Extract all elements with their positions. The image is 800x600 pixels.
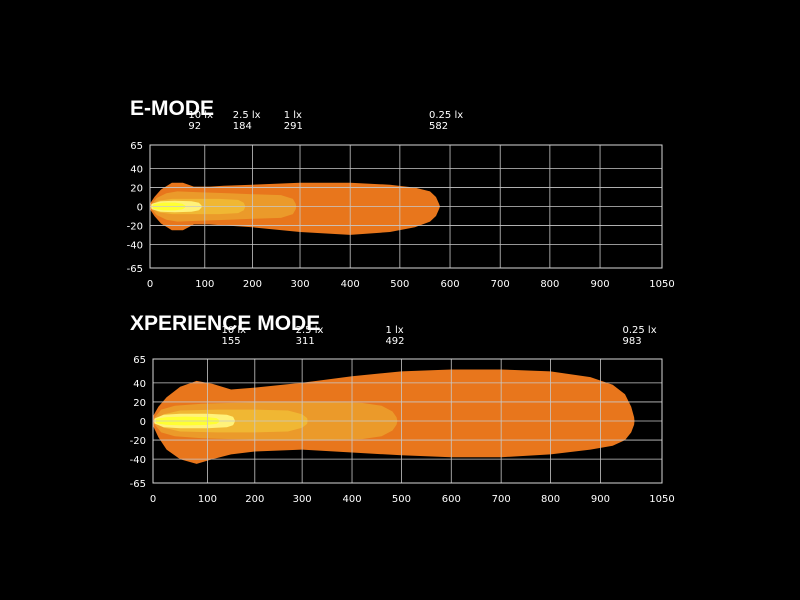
x-tick-label: 400 <box>341 279 360 290</box>
x-tick-label: 600 <box>442 494 461 505</box>
y-tick-label: 0 <box>140 417 146 428</box>
annotation-lux-label: 0.25 lx <box>622 325 656 336</box>
annotation-distance-label: 311 <box>296 336 315 347</box>
x-tick-label: 100 <box>195 279 214 290</box>
y-tick-labels: 65 40 20 0 -20 -40 -65 <box>127 141 143 275</box>
chart-title: XPERIENCE MODE <box>130 312 320 335</box>
y-tick-label: 40 <box>130 165 143 176</box>
annotation-distance-label: 155 <box>221 336 240 347</box>
plot-frame <box>152 358 663 484</box>
annotation-distance-label: 92 <box>188 121 201 132</box>
y-tick-label: -20 <box>130 436 146 447</box>
x-tick-labels: 0 100 200 300 400 500 600 700 800 900 1050 <box>150 494 675 505</box>
annotation-lux-label: 2.5 lx <box>296 325 324 336</box>
y-tick-label: -40 <box>127 240 143 251</box>
x-tick-label: 1050 <box>649 279 674 290</box>
x-tick-label: 500 <box>390 279 409 290</box>
x-tick-label: 0 <box>147 279 153 290</box>
x-tick-label: 800 <box>541 494 560 505</box>
x-tick-label: 400 <box>342 494 361 505</box>
x-tick-label: 900 <box>591 494 610 505</box>
grid <box>149 144 663 269</box>
annotation-distance-label: 983 <box>622 336 641 347</box>
plot-frame <box>149 144 663 269</box>
annotation-lux-label: 0.25 lx <box>429 110 463 121</box>
y-tick-label: -20 <box>127 221 143 232</box>
y-tick-label: 40 <box>133 379 146 390</box>
annotation-lux-label: 10 lx <box>221 325 246 336</box>
y-tick-label: 65 <box>133 355 146 366</box>
chart-title: E-MODE <box>130 97 214 120</box>
y-tick-label: 20 <box>133 398 146 409</box>
annotation-lux-label: 2.5 lx <box>233 110 261 121</box>
x-tick-label: 300 <box>293 494 312 505</box>
annotation-distance-label: 184 <box>233 121 252 132</box>
annotation-lux-label: 1 lx <box>385 325 403 336</box>
x-tick-label: 800 <box>540 279 559 290</box>
x-tick-labels: 0 100 200 300 400 500 600 700 800 900 1050 <box>147 279 675 290</box>
x-tick-label: 300 <box>290 279 309 290</box>
x-tick-label: 700 <box>492 494 511 505</box>
annotation-lux-label: 1 lx <box>284 110 302 121</box>
y-tick-label: 0 <box>137 203 143 214</box>
y-tick-label: 20 <box>130 184 143 195</box>
annotation-distance-label: 582 <box>429 121 448 132</box>
x-tick-label: 900 <box>591 279 610 290</box>
grid <box>152 358 663 484</box>
y-tick-label: -65 <box>130 479 146 490</box>
y-tick-labels: 65 40 20 0 -20 -40 -65 <box>130 355 146 490</box>
x-tick-label: 200 <box>243 279 262 290</box>
x-tick-label: 700 <box>491 279 510 290</box>
annotation-distance-label: 291 <box>284 121 303 132</box>
annotation-distance-label: 492 <box>385 336 404 347</box>
x-tick-label: 500 <box>392 494 411 505</box>
y-tick-label: -65 <box>127 264 143 275</box>
x-tick-label: 0 <box>150 494 156 505</box>
x-tick-label: 200 <box>245 494 264 505</box>
x-tick-label: 1050 <box>649 494 674 505</box>
annotation-lux-label: 10 lx <box>188 110 213 121</box>
x-tick-label: 600 <box>440 279 459 290</box>
x-tick-label: 100 <box>198 494 217 505</box>
y-tick-label: 65 <box>130 141 143 152</box>
y-tick-label: -40 <box>130 455 146 466</box>
